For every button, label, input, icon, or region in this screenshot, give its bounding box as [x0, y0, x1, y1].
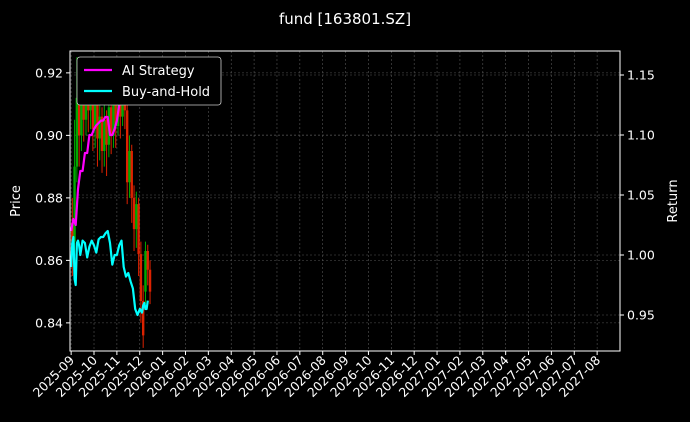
candle-body: [105, 119, 108, 145]
legend: AI Strategy Buy-and-Hold: [76, 56, 222, 106]
candle-body: [141, 301, 145, 336]
right-tick-label: 0.95: [627, 308, 655, 323]
plot-frame: [69, 50, 621, 352]
right-axis: 0.95 1.00 1.05 1.10 1.15: [620, 68, 655, 323]
left-axis-label: Price: [9, 185, 24, 217]
candle-body: [130, 151, 133, 198]
candle-body: [80, 88, 83, 136]
candle-body: [146, 251, 149, 270]
candle-body: [103, 119, 106, 151]
right-tick-label: 1.10: [627, 128, 655, 143]
candle-body: [91, 88, 95, 130]
candle-body: [98, 116, 101, 139]
candle-body: [135, 204, 138, 230]
candlestick-layer: [71, 57, 152, 348]
series-line-buy-and-hold: [70, 229, 149, 317]
right-tick-label: 1.00: [627, 248, 655, 263]
right-axis-label: Return: [666, 179, 681, 222]
chart-title: fund [163801.SZ]: [279, 10, 411, 28]
candle-body: [137, 204, 140, 255]
x-axis: 2025-092025-102025-112025-122026-012026-…: [30, 351, 603, 400]
candle-body: [144, 251, 147, 292]
candle-body: [71, 222, 74, 242]
candle-body: [73, 166, 76, 242]
candle-body: [119, 94, 122, 117]
left-axis: 0.84 0.86 0.88 0.90 0.92: [35, 65, 70, 330]
candle-body: [100, 116, 104, 151]
candle-body: [125, 110, 129, 183]
legend-box: [76, 56, 222, 106]
candle-body: [148, 269, 152, 292]
left-tick-label: 0.86: [35, 253, 63, 268]
candle-body: [109, 107, 113, 136]
candle-body: [128, 151, 131, 183]
left-tick-label: 0.84: [35, 315, 63, 330]
left-tick-label: 0.90: [35, 128, 63, 143]
candle-body: [93, 104, 97, 130]
candle-body: [139, 254, 143, 301]
legend-label-ai-strategy: AI Strategy: [122, 64, 195, 79]
left-tick-label: 0.92: [35, 65, 63, 80]
right-tick-label: 1.05: [627, 188, 655, 203]
candle-body: [112, 101, 115, 136]
candle-body: [96, 104, 99, 139]
left-tick-label: 0.88: [35, 190, 63, 205]
legend-label-buy-and-hold: Buy-and-Hold: [122, 85, 210, 100]
candle-body: [77, 97, 81, 136]
candle-body: [75, 97, 79, 167]
candle-body: [132, 197, 136, 230]
candle-body: [114, 101, 117, 126]
right-tick-label: 1.15: [627, 68, 655, 83]
